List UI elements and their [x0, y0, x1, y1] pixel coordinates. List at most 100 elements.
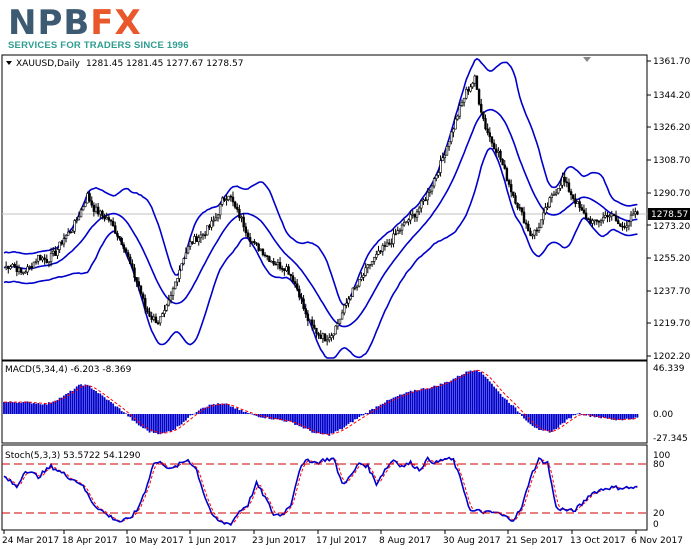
candle — [593, 219, 596, 226]
macd-bar — [315, 414, 318, 434]
macd-bar — [358, 414, 361, 418]
stoch-tick: 0 — [653, 520, 659, 530]
macd-panel[interactable] — [1, 360, 648, 444]
dropdown-triangle-icon[interactable] — [6, 61, 12, 65]
candle — [278, 257, 282, 271]
macd-bar — [302, 414, 305, 429]
macd-bar — [606, 414, 609, 419]
candle — [561, 172, 564, 189]
price-tick: 1326.20 — [647, 123, 690, 133]
candle — [467, 86, 470, 95]
macd-bar — [105, 399, 108, 414]
macd-bar — [110, 402, 112, 414]
macd-bar — [563, 414, 566, 423]
candle — [582, 204, 586, 215]
candle — [375, 250, 378, 260]
candle — [116, 230, 119, 241]
candle — [75, 216, 78, 224]
macd-bar — [99, 393, 102, 414]
macd-bar — [431, 386, 433, 414]
candle — [71, 229, 74, 234]
macd-bar — [88, 385, 91, 414]
candle — [221, 196, 224, 207]
macd-bar — [317, 414, 320, 434]
macd-bar — [182, 414, 185, 422]
candle — [152, 313, 155, 322]
macd-bar — [122, 412, 125, 414]
macd-bar — [78, 384, 80, 414]
shift-marker-icon[interactable] — [583, 57, 591, 62]
candle — [398, 228, 402, 234]
date-tick: 1 Jun 2017 — [188, 530, 236, 546]
svg-text:10 May 2017: 10 May 2017 — [125, 536, 184, 546]
candle — [606, 212, 609, 223]
macd-bar — [428, 388, 431, 414]
macd-bar — [580, 414, 583, 415]
macd-bar — [328, 414, 331, 436]
candle — [623, 222, 626, 230]
macd-bar — [433, 385, 436, 414]
candle — [188, 238, 192, 250]
svg-text:13 Oct 2017: 13 Oct 2017 — [570, 536, 626, 546]
candle — [554, 188, 558, 197]
candle — [501, 158, 504, 166]
macd-bar — [533, 414, 536, 428]
macd-bar — [309, 414, 311, 431]
candle — [22, 271, 25, 276]
macd-bar — [129, 414, 132, 418]
candle — [291, 272, 295, 283]
macd-bar — [458, 376, 461, 414]
candle — [193, 233, 196, 244]
svg-text:1237.70: 1237.70 — [653, 287, 690, 297]
date-tick: 18 Apr 2017 — [62, 530, 118, 546]
candle — [462, 97, 466, 107]
candle — [591, 218, 594, 228]
macd-bar — [332, 414, 335, 434]
candle — [150, 311, 153, 323]
stoch-panel[interactable] — [1, 444, 648, 531]
macd-bar — [621, 414, 624, 421]
macd-bar — [244, 411, 247, 414]
macd-bar — [161, 414, 164, 434]
macd-bar — [409, 390, 412, 414]
candle — [572, 194, 575, 202]
candle — [396, 226, 399, 235]
macd-bar — [617, 414, 620, 420]
candle — [529, 227, 532, 237]
candle — [430, 183, 434, 195]
candle — [283, 268, 286, 276]
macd-bar — [223, 403, 226, 414]
candle — [413, 213, 417, 223]
macd-bar — [28, 401, 31, 414]
macd-bar — [92, 389, 95, 414]
candle — [203, 231, 207, 239]
candle — [180, 263, 183, 271]
candle — [584, 207, 588, 220]
macd-bar — [125, 413, 127, 414]
candle — [608, 213, 611, 223]
macd-bar — [595, 414, 598, 417]
macd-bar — [512, 405, 515, 414]
candle — [293, 277, 297, 288]
macd-bar — [9, 401, 12, 414]
macd-bar — [634, 414, 637, 418]
candle — [385, 239, 389, 247]
macd-bar — [176, 414, 179, 427]
svg-text:1278.57: 1278.57 — [651, 210, 688, 220]
macd-bar — [249, 413, 251, 414]
date-tick: 6 Nov 2017 — [631, 530, 683, 546]
macd-bar — [559, 414, 562, 425]
candle — [257, 242, 260, 252]
candle — [437, 170, 440, 178]
candle — [120, 236, 123, 246]
macd-bar — [401, 394, 403, 414]
macd-bar — [214, 404, 217, 414]
candle — [206, 225, 209, 236]
price-panel[interactable] — [1, 54, 648, 361]
macd-bar — [73, 388, 76, 414]
macd-bar — [405, 392, 408, 414]
macd-bar — [362, 414, 365, 416]
candle — [477, 88, 481, 106]
date-tick: 23 Jun 2017 — [252, 530, 306, 546]
